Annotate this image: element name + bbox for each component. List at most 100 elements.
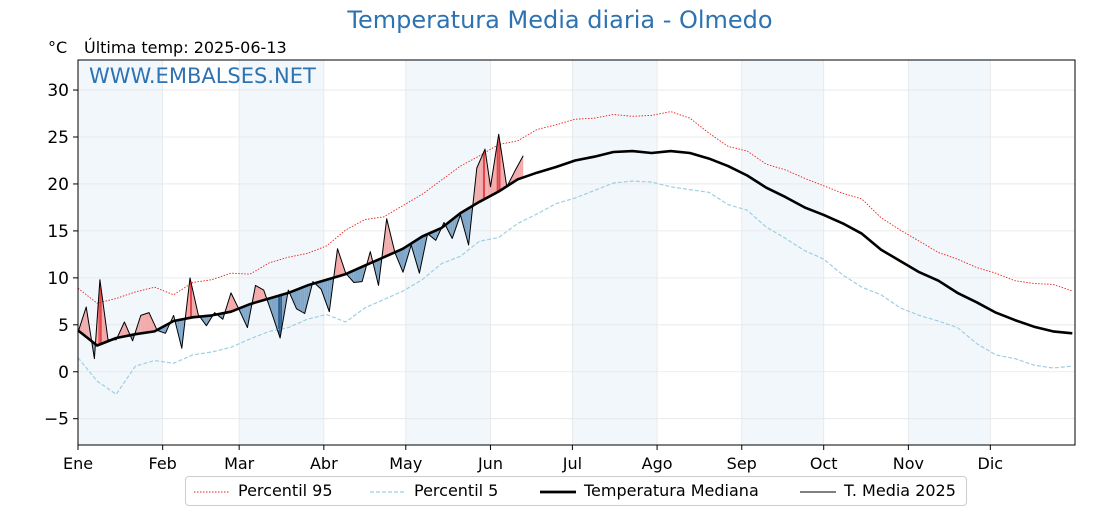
chart-title: Temperatura Media diaria - Olmedo (347, 6, 773, 34)
legend-swatch-median (540, 490, 576, 494)
fill-below-median (202, 316, 205, 323)
fill-below-median (417, 238, 420, 274)
fill-above-median (120, 326, 123, 338)
x-tick-label: May (389, 454, 422, 473)
x-tick-label: Jul (562, 454, 582, 473)
fill-below-median (282, 294, 285, 326)
y-tick-label: 15 (47, 222, 69, 242)
y-tick-label: 0 (58, 363, 69, 383)
fill-above-median (386, 218, 389, 256)
fill-below-median (450, 219, 453, 239)
fill-above-median (84, 306, 87, 337)
fill-above-median (103, 309, 106, 343)
fill-below-median (454, 216, 457, 233)
fill-above-median (517, 163, 520, 180)
fill-below-median (177, 319, 180, 341)
fill-above-median (144, 313, 147, 333)
fill-below-median (300, 287, 303, 313)
fill-below-median (241, 306, 244, 319)
fill-below-median (360, 266, 363, 282)
x-tick-label: Ene (63, 454, 93, 473)
fill-below-median (362, 265, 365, 282)
plot-frame (77, 59, 1076, 446)
fill-above-median (86, 306, 89, 339)
y-tick-label: −5 (44, 410, 69, 430)
x-tick-label: Oct (810, 454, 838, 473)
fill-below-median (405, 246, 408, 266)
series-lines (77, 111, 1073, 395)
y-tick-label: 25 (47, 128, 69, 148)
legend-label-p95: Percentil 95 (238, 481, 333, 500)
fill-below-median (276, 295, 279, 332)
x-tick-label: Dic (978, 454, 1004, 473)
fill-below-median (321, 280, 324, 295)
fill-below-median (306, 284, 309, 306)
fill-above-median (476, 163, 479, 204)
fill-above-median (235, 301, 238, 311)
fill-below-median (462, 210, 465, 230)
fill-below-median (421, 235, 424, 264)
fill-below-median (355, 268, 358, 283)
series-line-p5 (77, 180, 1073, 395)
fill-above-median (384, 218, 387, 257)
x-axis-ticks: Ene Feb Mar Abr May Jun Jul Ago Sep Oct Nov Dic (63, 445, 1003, 473)
fill-below-median (183, 313, 186, 331)
watermark-link[interactable]: WWW.EMBALSES.NET (89, 64, 316, 88)
fill-below-median (296, 288, 299, 311)
fill-above-median (187, 277, 190, 319)
fill-above-median (228, 292, 231, 313)
fill-below-median (278, 295, 281, 338)
fill-below-median (302, 286, 305, 314)
fill-below-median (329, 278, 332, 312)
legend: Percentil 95 Percentil 5 Temperatura Med… (185, 476, 967, 506)
fill-below-median (357, 267, 361, 283)
fill-below-median (435, 229, 438, 241)
y-tick-label: 10 (47, 269, 69, 289)
fill-above-median (484, 149, 487, 199)
month-band-4 (741, 60, 824, 445)
legend-label-median: Temperatura Mediana (584, 481, 759, 500)
fill-above-median (519, 159, 522, 179)
x-tick-label: Ago (642, 454, 673, 473)
fill-above-median (521, 155, 524, 179)
fill-below-median (413, 240, 416, 260)
fill-below-median (298, 288, 301, 312)
fill-below-median (292, 290, 295, 305)
fill-above-median (255, 285, 258, 303)
fill-above-median (261, 288, 264, 301)
fill-above-median (99, 279, 102, 345)
fill-above-median (341, 260, 344, 276)
legend-swatch-p95 (194, 491, 230, 493)
y-tick-label: 20 (47, 175, 69, 195)
fill-above-median (189, 277, 193, 318)
fill-above-median (259, 287, 262, 302)
series-line-median (77, 149, 1073, 347)
fill-above-median (149, 312, 152, 333)
y-tick-label: 30 (47, 81, 69, 101)
month-band-3 (572, 60, 658, 445)
x-tick-label: Abr (310, 454, 338, 473)
fill-below-median (269, 297, 272, 314)
legend-label-p5: Percentil 5 (414, 481, 499, 500)
fill-above-median (512, 170, 516, 183)
x-tick-label: Nov (893, 454, 924, 473)
fill-below-median (396, 250, 399, 263)
month-band-1 (239, 60, 324, 445)
fill-above-median (480, 153, 483, 202)
last-temp-label: Última temp: 2025-06-13 (84, 38, 287, 57)
fill-below-median (294, 289, 297, 309)
fill-above-median (496, 134, 499, 193)
x-tick-label: Jun (477, 454, 503, 473)
x-tick-label: Feb (149, 454, 177, 473)
legend-swatch-p5 (370, 491, 406, 493)
month-band-5 (908, 60, 991, 445)
fill-below-median (351, 270, 354, 283)
fill-below-median (247, 304, 250, 328)
fill-below-median (433, 230, 436, 241)
fill-below-median (466, 208, 469, 245)
y-axis-ticks: −5 0 5 10 15 20 25 30 (44, 81, 78, 430)
unit-label: °C (48, 38, 68, 57)
month-band-0 (78, 60, 163, 445)
fill-below-median (273, 296, 277, 326)
x-tick-label: Sep (727, 454, 757, 473)
